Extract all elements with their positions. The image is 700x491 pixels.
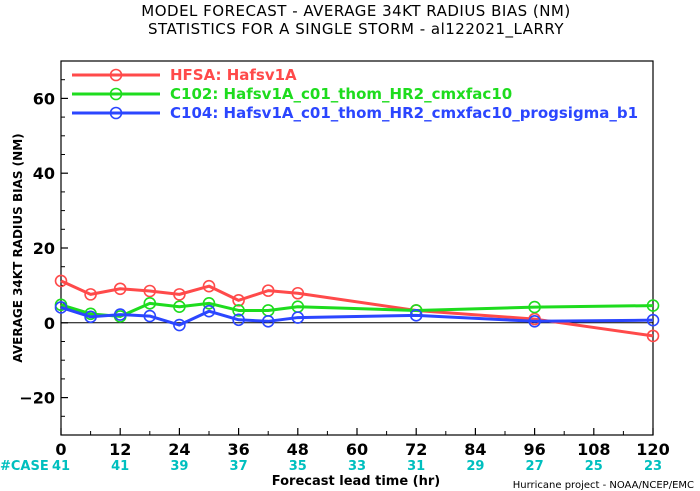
data-point-c104	[202, 304, 216, 318]
y-tick-label: 60	[33, 89, 55, 108]
case-count: 41	[52, 459, 70, 474]
data-point-c104	[173, 318, 186, 332]
data-point-hfsa	[173, 288, 186, 301]
case-count: 23	[644, 459, 662, 474]
case-count: 39	[170, 459, 188, 474]
y-tick-label: 0	[44, 314, 55, 333]
x-tick-label: 36	[227, 440, 249, 459]
data-point-c102	[202, 297, 216, 310]
data-point-hfsa	[54, 274, 68, 288]
chart-title: MODEL FORECAST - AVERAGE 34KT RADIUS BIA…	[141, 2, 570, 20]
x-tick-label: 72	[405, 440, 427, 459]
data-point-hfsa	[143, 284, 157, 298]
data-point-c104	[528, 315, 541, 328]
case-count: 25	[585, 459, 603, 474]
case-count: 35	[289, 459, 307, 474]
data-point-hfsa	[84, 288, 97, 301]
data-point-c104	[409, 309, 423, 322]
data-point-hfsa	[113, 282, 127, 296]
data-point-c104	[646, 313, 660, 327]
case-count: 41	[111, 459, 129, 474]
data-point-hfsa	[646, 329, 660, 343]
y-tick-label: 20	[33, 239, 55, 258]
legend-label-c104: C104: Hafsv1A_c01_thom_HR2_cmxfac10_prog…	[170, 104, 638, 122]
chart-subtitle: STATISTICS FOR A SINGLE STORM - al122021…	[148, 20, 564, 39]
x-tick-label: 24	[168, 440, 190, 459]
x-tick-label: 48	[287, 440, 309, 459]
y-ticks: −20 0 20 40 60	[19, 60, 68, 436]
case-count: 31	[407, 459, 425, 474]
x-tick-label: 120	[636, 440, 669, 459]
legend-label-hfsa: HFSA: Hafsv1A	[170, 66, 297, 84]
case-counts: 41 41 39 37 35 33 31 29 27 25 23	[52, 459, 662, 474]
x-tick-label: 96	[523, 440, 545, 459]
y-axis-label: AVERAGE 34KT RADIUS BIAS (NM)	[11, 133, 25, 362]
data-point-c104	[143, 309, 157, 323]
data-point-c104	[232, 313, 245, 327]
x-tick-label: 108	[577, 440, 610, 459]
y-tick-label: 40	[33, 164, 55, 183]
x-tick-label: 60	[346, 440, 368, 459]
data-point-hfsa	[261, 284, 275, 297]
data-point-hfsa	[232, 294, 245, 307]
case-label: #CASE	[0, 459, 49, 474]
data-point-c104	[84, 310, 97, 324]
data-point-c102	[646, 299, 660, 312]
data-point-hfsa	[291, 286, 305, 300]
data-point-c104	[54, 301, 68, 314]
data-point-c104	[291, 311, 305, 324]
legend-marker-c104	[109, 106, 123, 120]
x-ticks: 0 12 24 36 48 60 72 84 96 108 120	[55, 428, 670, 459]
data-point-c102	[173, 300, 186, 314]
data-point-c102	[232, 304, 245, 317]
series-layer	[54, 274, 660, 343]
x-tick-label: 84	[464, 440, 486, 459]
data-point-c102	[143, 297, 157, 310]
case-count: 37	[230, 459, 248, 474]
case-count: 27	[526, 459, 544, 474]
legend-marker-c102	[109, 87, 123, 101]
case-count: 29	[466, 459, 484, 474]
case-count: 33	[348, 459, 366, 474]
data-point-c104	[113, 308, 127, 321]
y-tick-label: −20	[19, 389, 55, 408]
x-tick-label: 0	[55, 440, 66, 459]
x-axis-label: Forecast lead time (hr)	[272, 474, 440, 489]
data-point-hfsa	[202, 279, 216, 293]
legend-marker-hfsa	[109, 68, 123, 82]
data-point-c102	[528, 300, 541, 314]
credit-text: Hurricane project - NOAA/NCEP/EMC	[513, 480, 694, 491]
data-point-c104	[261, 315, 275, 328]
legend-label-c102: C102: Hafsv1A_c01_thom_HR2_cmxfac10	[170, 85, 512, 103]
x-tick-label: 12	[109, 440, 131, 459]
